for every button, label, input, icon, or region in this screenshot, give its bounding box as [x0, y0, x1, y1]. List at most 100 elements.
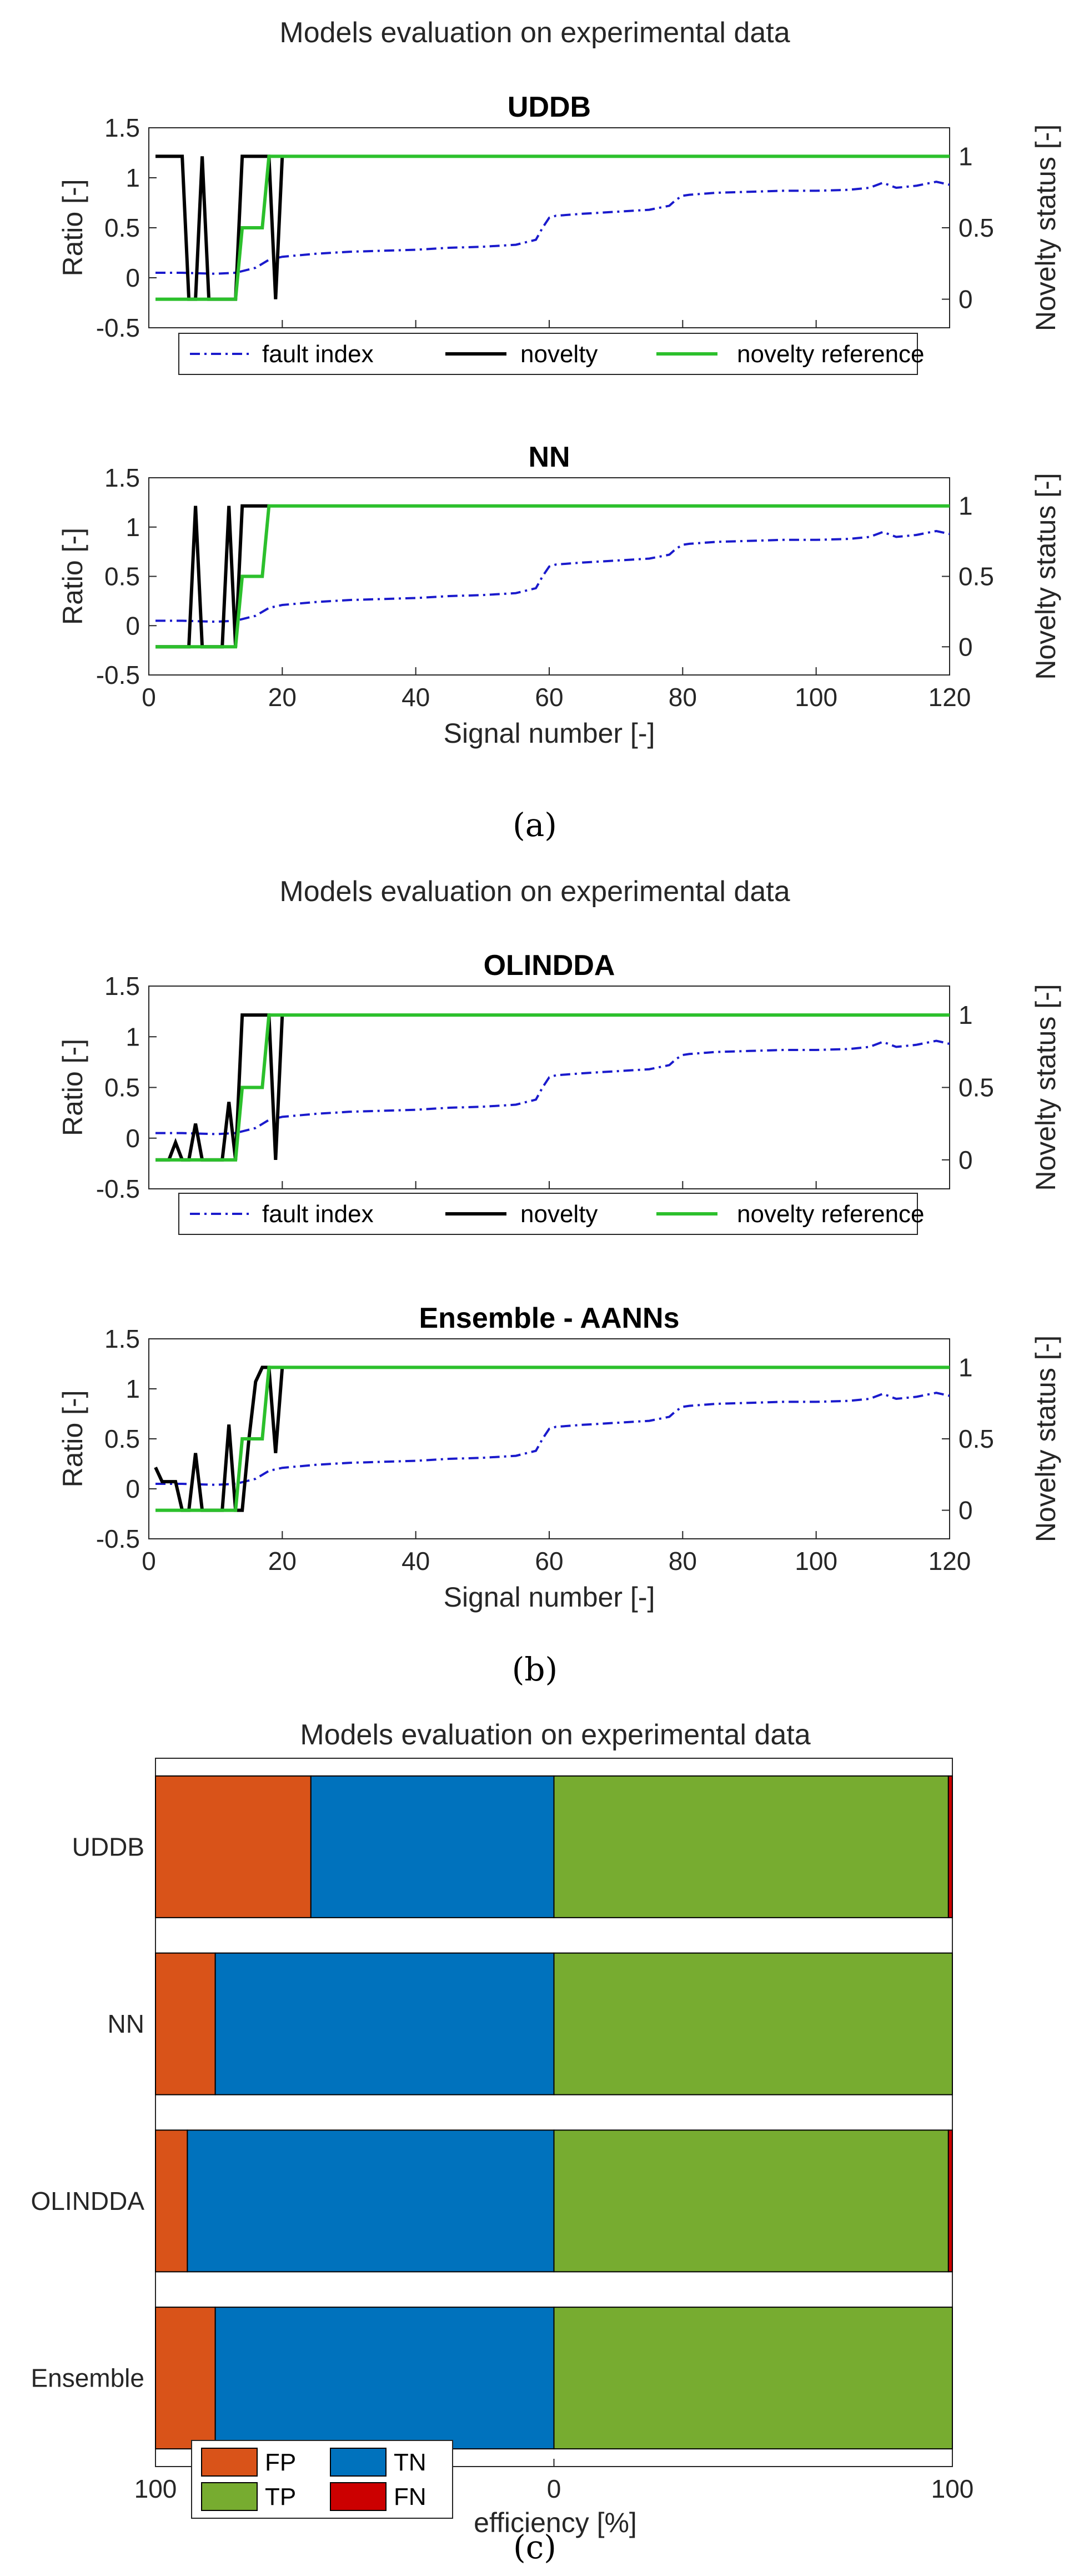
- figure-b-title: Models evaluation on experimental data: [279, 876, 790, 908]
- x-tick-label: 120: [929, 1547, 971, 1575]
- left-tick-label: -0.5: [96, 661, 140, 689]
- x-tick-label: 100: [795, 1547, 837, 1575]
- left-tick-label: 0: [126, 1124, 140, 1153]
- legend-label-fn: FN: [394, 2483, 426, 2510]
- plot-frame: [148, 477, 950, 676]
- right-tick-label: 1: [958, 142, 973, 171]
- figure-c-title: Models evaluation on experimental data: [300, 1719, 810, 1751]
- left-tick-label: 0.5: [104, 1424, 140, 1453]
- x-tick-label: 60: [535, 1547, 563, 1575]
- x-tick-label: 40: [401, 1547, 430, 1575]
- series-line-novelty-reference: [155, 1365, 950, 1512]
- bar-segment-tp: [553, 2129, 949, 2273]
- x-tick-label: 20: [268, 1547, 297, 1575]
- right-tick-label: 1: [958, 1001, 973, 1029]
- series-line-novelty: [155, 1013, 284, 1162]
- legend-swatch-fn: [330, 2482, 387, 2511]
- legend-label-novelty-reference: novelty reference: [737, 341, 925, 368]
- left-tick-label: -0.5: [96, 1174, 140, 1203]
- right-tick-label: 0: [958, 285, 973, 314]
- legend-swatch-fp: [201, 2448, 258, 2477]
- series-line-novelty-reference: [155, 1013, 950, 1162]
- left-tick-label: 1: [126, 513, 140, 542]
- legend-label-novelty: novelty: [520, 1201, 598, 1228]
- caption-a: (a): [513, 806, 557, 844]
- bar-segment-fn: [947, 2129, 953, 2273]
- panel-title: OLINDDA: [484, 949, 615, 982]
- category-label: OLINDDA: [31, 2187, 145, 2215]
- bar-segment-tn: [214, 1952, 555, 2095]
- y2-axis-label: Novelty status [-]: [1030, 984, 1061, 1191]
- left-tick-label: 1: [126, 1374, 140, 1403]
- left-tick-label: 1: [126, 1022, 140, 1051]
- left-tick-label: 1.5: [104, 463, 140, 492]
- legend-label-tp: TP: [265, 2483, 296, 2510]
- y2-axis-label: Novelty status [-]: [1030, 473, 1061, 679]
- x-tick-label: 80: [669, 1547, 697, 1575]
- left-tick-label: 0.5: [104, 562, 140, 591]
- right-tick-label: 0.5: [958, 562, 994, 591]
- x-tick-label: 0: [142, 1547, 156, 1575]
- caption-c: (c): [513, 2528, 556, 2566]
- bar-segment-fp: [155, 2307, 216, 2450]
- figure-a-title: Models evaluation on experimental data: [279, 17, 790, 49]
- right-tick-label: 1: [958, 492, 973, 521]
- x-axis-label: Signal number [-]: [444, 1582, 655, 1613]
- x-tick-label: 0: [547, 2474, 561, 2503]
- x-tick-label: 60: [535, 683, 563, 712]
- y2-axis-label: Novelty status [-]: [1030, 1335, 1061, 1542]
- y-axis-label: Ratio [-]: [57, 1039, 88, 1136]
- y-axis-label: Ratio [-]: [57, 179, 88, 276]
- x-tick-label: 20: [268, 683, 297, 712]
- uddb-line-chart: UDDB -0.5 0 0.5 1 1.5 0 0.5 1 Ratio [-] Novelty st…: [57, 91, 1061, 375]
- left-tick-label: 0: [126, 611, 140, 640]
- legend-swatch-tp: [201, 2482, 258, 2511]
- left-tick-label: 1: [126, 163, 140, 192]
- category-label: NN: [108, 2009, 144, 2038]
- legend-swatch-tn: [330, 2448, 387, 2477]
- bar-segment-tp: [553, 1952, 953, 2095]
- x-tick-label: 0: [142, 683, 156, 712]
- x-tick-label: 100: [795, 683, 837, 712]
- series-line-novelty-reference: [155, 154, 950, 301]
- x-tick-label: 100: [134, 2474, 177, 2503]
- series-line-fault-index: [155, 529, 950, 623]
- legend-label-fault-index: fault index: [262, 341, 374, 368]
- legend-label-fp: FP: [265, 2449, 296, 2476]
- left-tick-label: 0: [126, 1474, 140, 1503]
- bar-segment-fp: [155, 1952, 216, 2095]
- bar-segment-tp: [553, 2307, 953, 2450]
- legend-label-novelty: novelty: [520, 341, 598, 368]
- right-tick-label: 0: [958, 632, 973, 661]
- x-tick-label: 100: [931, 2474, 974, 2503]
- bar-segment-tn: [214, 2307, 555, 2450]
- right-tick-label: 1: [958, 1353, 973, 1382]
- legend-box: [178, 1193, 918, 1235]
- series-line-novelty: [154, 1365, 284, 1512]
- left-tick-label: -0.5: [96, 313, 140, 342]
- x-tick-label: 120: [929, 683, 971, 712]
- legend-label-tn: TN: [394, 2449, 426, 2476]
- y-axis-label: Ratio [-]: [57, 1390, 88, 1487]
- right-tick-label: 0: [958, 1146, 973, 1174]
- left-tick-label: 0.5: [104, 1073, 140, 1102]
- bar-segment-tn: [187, 2129, 555, 2273]
- right-tick-label: 0.5: [958, 213, 994, 242]
- y-axis-label: Ratio [-]: [57, 528, 88, 625]
- left-tick-label: 0: [126, 263, 140, 292]
- bar-segment-tn: [310, 1775, 555, 1918]
- olindda-line-chart: OLINDDA -0.5 0 0.5 1 1.5 0 0.5 1 Ratio [-] Novelty…: [57, 949, 1061, 1235]
- category-label: UDDB: [72, 1832, 144, 1861]
- series-line-fault-index: [155, 1039, 950, 1136]
- bar-segment-fp: [155, 2129, 188, 2273]
- right-tick-label: 0.5: [958, 1424, 994, 1453]
- x-tick-label: 80: [669, 683, 697, 712]
- left-tick-label: 1.5: [104, 113, 140, 142]
- panel-title: NN: [528, 441, 570, 473]
- right-tick-label: 0.5: [958, 1073, 994, 1102]
- y2-axis-label: Novelty status [-]: [1030, 124, 1061, 331]
- right-tick-label: 0: [958, 1496, 973, 1525]
- panel-title: UDDB: [508, 91, 591, 123]
- ensemble-line-chart: Ensemble - AANNs-0.500.511.500.510 20 40 60…: [57, 1302, 1061, 1613]
